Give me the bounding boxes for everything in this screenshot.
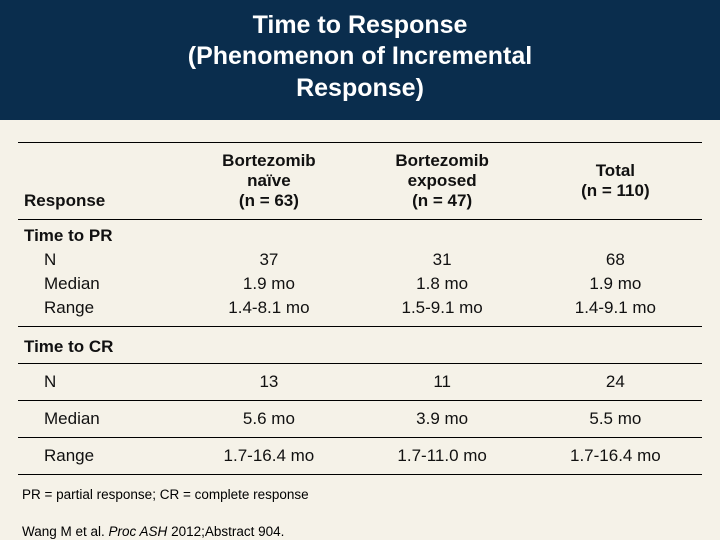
header-response: Response: [18, 142, 182, 219]
table-row: Range 1.7-16.4 mo 1.7-11.0 mo 1.7-16.4 m…: [18, 437, 702, 474]
title-line-3: Response): [296, 74, 424, 102]
table-row: Range 1.4-8.1 mo 1.5-9.1 mo 1.4-9.1 mo: [18, 296, 702, 327]
response-table: Response Bortezomib naïve (n = 63) Borte…: [18, 142, 702, 475]
row-label: Range: [18, 437, 182, 474]
footnote: PR = partial response; CR = complete res…: [18, 475, 702, 502]
row-label: Median: [18, 272, 182, 296]
table-header-row: Response Bortezomib naïve (n = 63) Borte…: [18, 142, 702, 219]
table-row: Median 1.9 mo 1.8 mo 1.9 mo: [18, 272, 702, 296]
pr-section-header: Time to PR: [18, 219, 702, 248]
table-row: N 37 31 68: [18, 248, 702, 272]
slide-body: Response Bortezomib naïve (n = 63) Borte…: [0, 120, 720, 539]
header-total: Total (n = 110): [529, 142, 702, 219]
row-label: Median: [18, 400, 182, 437]
header-naive: Bortezomib naïve (n = 63): [182, 142, 355, 219]
title-line-2: (Phenomenon of Incremental: [188, 42, 532, 70]
table-row: N 13 11 24: [18, 363, 702, 400]
header-exposed: Bortezomib exposed (n = 47): [356, 142, 529, 219]
row-label: N: [18, 363, 182, 400]
row-label: Range: [18, 296, 182, 327]
cr-section-header: Time to CR: [18, 326, 702, 363]
title-line-1: Time to Response: [253, 11, 468, 39]
citation: Wang M et al. Proc ASH 2012;Abstract 904…: [18, 502, 702, 539]
row-label: N: [18, 248, 182, 272]
slide-title: Time to Response (Phenomenon of Incremen…: [0, 0, 720, 120]
table-row: Median 5.6 mo 3.9 mo 5.5 mo: [18, 400, 702, 437]
